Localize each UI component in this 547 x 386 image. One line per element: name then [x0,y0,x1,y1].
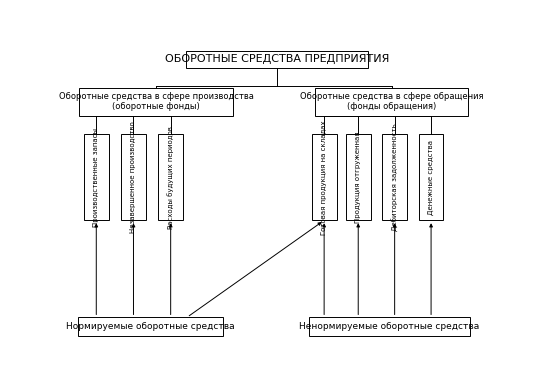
Text: Расходы будущих периодов: Расходы будущих периодов [167,126,174,229]
FancyBboxPatch shape [186,51,368,68]
Text: Готовая продукция на складах: Готовая продукция на складах [321,120,327,235]
FancyBboxPatch shape [382,134,407,220]
Text: Производственные запасы: Производственные запасы [94,128,99,227]
Text: Ненормируемые оборотные средства: Ненормируемые оборотные средства [299,322,479,331]
FancyBboxPatch shape [312,134,336,220]
Text: Нормируемые оборотные средства: Нормируемые оборотные средства [66,322,235,331]
Text: Денежные средства: Денежные средства [428,140,434,215]
FancyBboxPatch shape [84,134,109,220]
FancyBboxPatch shape [315,88,468,116]
Text: ОБОРОТНЫЕ СРЕДСТВА ПРЕДПРИЯТИЯ: ОБОРОТНЫЕ СРЕДСТВА ПРЕДПРИЯТИЯ [165,54,389,64]
Text: Дебиторская задолженность: Дебиторская задолженность [391,124,398,231]
FancyBboxPatch shape [309,317,470,336]
FancyBboxPatch shape [346,134,371,220]
FancyBboxPatch shape [158,134,183,220]
FancyBboxPatch shape [418,134,444,220]
Text: Оборотные средства в сфере производства
(оборотные фонды): Оборотные средства в сфере производства … [59,92,253,112]
Text: Оборотные средства в сфере обращения
(фонды обращения): Оборотные средства в сфере обращения (фо… [300,92,484,112]
FancyBboxPatch shape [79,88,232,116]
FancyBboxPatch shape [121,134,146,220]
FancyBboxPatch shape [78,317,223,336]
Text: Продукция отгруженная: Продукция отгруженная [355,132,361,223]
Text: Незавершенное производство: Незавершенное производство [131,121,136,233]
